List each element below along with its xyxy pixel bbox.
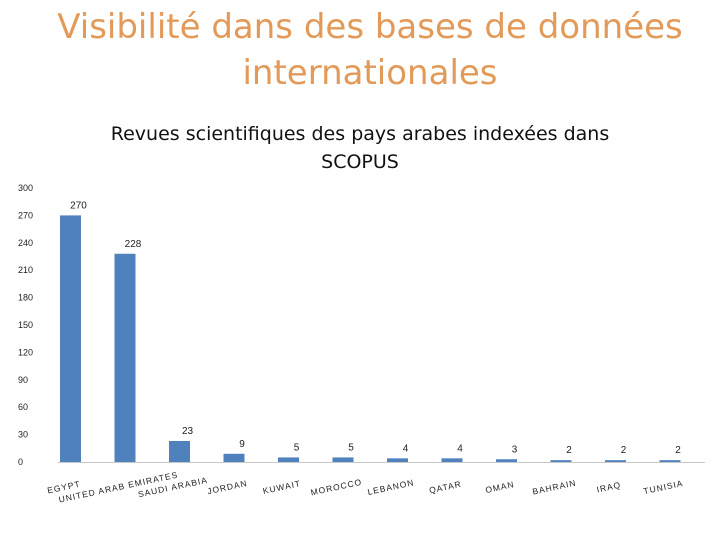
data-label: 228 xyxy=(125,239,142,250)
category-label-group: BAHRAIN xyxy=(531,478,577,497)
bar xyxy=(223,453,245,462)
category-label-group: LEBANON xyxy=(367,477,416,497)
bar xyxy=(659,460,681,462)
data-label: 4 xyxy=(403,443,409,454)
y-tick-label: 240 xyxy=(18,238,33,248)
data-label: 270 xyxy=(70,200,87,211)
bar xyxy=(114,253,136,462)
chart-title-line-2: SCOPUS xyxy=(321,151,399,173)
y-tick-label: 150 xyxy=(18,320,33,330)
category-label: JORDAN xyxy=(206,478,248,496)
category-label: LEBANON xyxy=(367,477,416,497)
bar xyxy=(332,457,354,462)
category-label-group: MOROCCO xyxy=(310,477,363,498)
bar xyxy=(169,440,190,462)
category-label-group: JORDAN xyxy=(206,478,248,496)
slide-title-line-1: Visibilité dans des bases de données xyxy=(57,7,683,47)
bar xyxy=(605,460,626,462)
bar xyxy=(550,460,572,462)
chart-title: Revues scientifiques des pays arabes ind… xyxy=(60,120,660,176)
y-tick-label: 120 xyxy=(18,347,33,357)
data-label: 2 xyxy=(621,445,627,456)
chart-title-line-1: Revues scientifiques des pays arabes ind… xyxy=(110,123,610,145)
category-label-group: KUWAIT xyxy=(262,478,302,496)
category-label-group: IRAQ xyxy=(596,480,622,495)
data-label: 23 xyxy=(182,426,194,437)
slide-title: Visibilité dans des bases de données int… xyxy=(40,4,700,96)
y-tick-label: 90 xyxy=(18,375,28,385)
y-tick-label: 60 xyxy=(18,402,28,412)
data-label: 3 xyxy=(512,444,518,455)
category-label: KUWAIT xyxy=(262,478,302,496)
data-label: 5 xyxy=(348,442,354,453)
category-label: OMAN xyxy=(484,479,515,495)
slide-title-line-2: internationales xyxy=(242,53,498,93)
bar xyxy=(441,458,463,462)
y-tick-label: 0 xyxy=(18,457,23,467)
data-label: 2 xyxy=(566,445,572,456)
category-label: TUNISIA xyxy=(643,478,685,496)
category-label-group: TUNISIA xyxy=(643,478,685,496)
category-label: MOROCCO xyxy=(310,477,363,498)
data-label: 2 xyxy=(675,445,681,456)
y-tick-label: 30 xyxy=(18,430,28,440)
bar xyxy=(496,459,517,462)
bar xyxy=(278,457,299,462)
y-tick-label: 210 xyxy=(18,265,33,275)
category-label-group: OMAN xyxy=(484,479,515,495)
y-tick-label: 180 xyxy=(18,293,33,303)
category-label: QATAR xyxy=(428,479,462,496)
category-label: BAHRAIN xyxy=(531,478,577,497)
bar xyxy=(387,458,408,462)
bar xyxy=(60,215,81,462)
data-label: 5 xyxy=(294,442,300,453)
category-label: IRAQ xyxy=(596,480,622,495)
category-label-group: QATAR xyxy=(428,479,462,496)
data-label: 4 xyxy=(457,443,463,454)
y-tick-label: 270 xyxy=(18,210,33,220)
data-label: 9 xyxy=(239,439,245,450)
y-tick-label: 300 xyxy=(18,183,33,193)
